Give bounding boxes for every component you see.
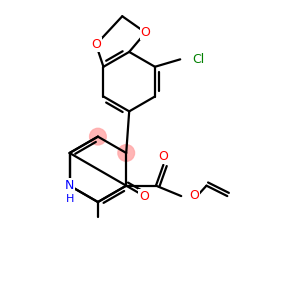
Text: O: O xyxy=(139,190,149,202)
Text: N: N xyxy=(65,179,74,192)
Text: H: H xyxy=(65,194,74,204)
Text: O: O xyxy=(141,26,151,39)
Circle shape xyxy=(118,145,134,161)
Text: O: O xyxy=(158,150,168,163)
Text: Cl: Cl xyxy=(192,53,204,66)
Text: O: O xyxy=(91,38,101,51)
Text: O: O xyxy=(190,189,200,202)
Circle shape xyxy=(90,128,106,145)
